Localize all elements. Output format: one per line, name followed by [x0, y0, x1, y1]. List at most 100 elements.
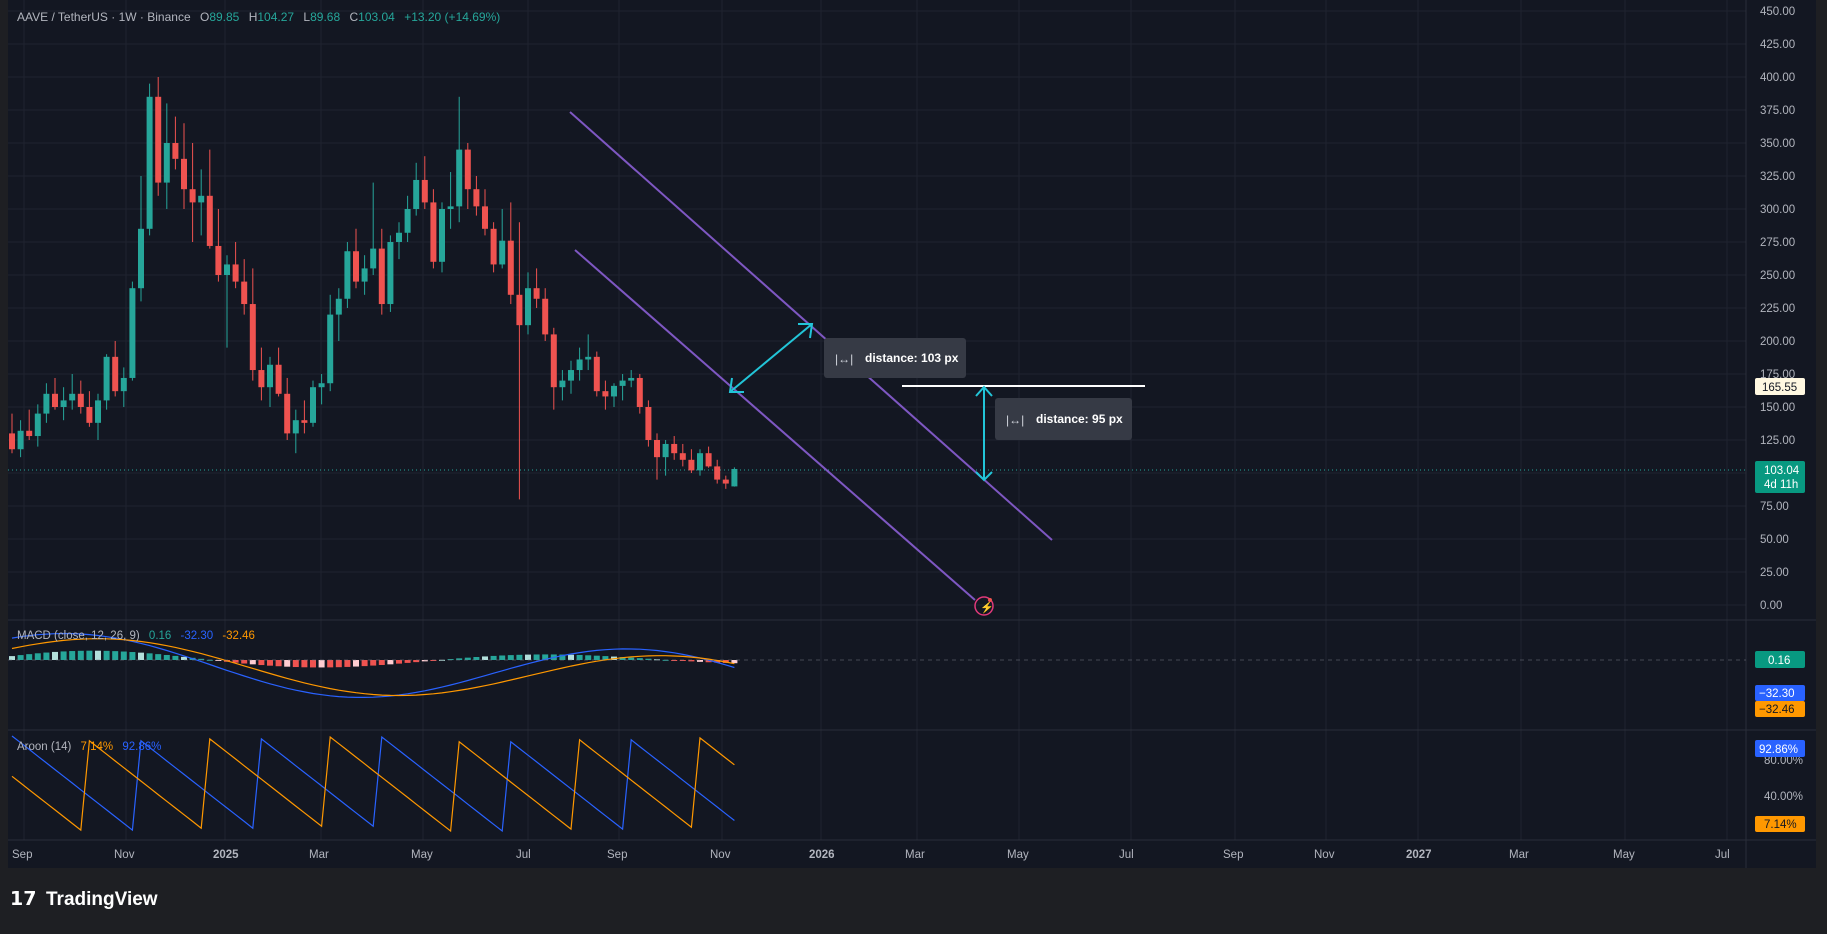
macd-bar — [335, 660, 342, 668]
macd-bar — [731, 660, 738, 664]
candle-body — [404, 209, 411, 233]
aroon-up-badge: 92.86% — [1755, 740, 1805, 757]
macd-bar — [34, 653, 41, 660]
candle-body — [60, 400, 67, 407]
time-axis[interactable]: Sep Nov 2025 Mar May Jul Sep Nov 2026 Mar May Jul Se… — [12, 849, 1730, 861]
macd-signal-badge: −32.46 — [1755, 701, 1805, 717]
candle-body — [155, 96, 162, 183]
candle-body — [206, 195, 213, 246]
measure-arrow-1[interactable] — [728, 323, 814, 393]
macd-bar — [490, 655, 497, 660]
candle-body — [361, 268, 368, 282]
macd-bar — [95, 650, 101, 660]
candle-body — [249, 304, 256, 371]
candle-body — [310, 387, 316, 423]
macd-bar — [697, 660, 703, 662]
macd-bar — [688, 660, 695, 662]
macd-bar — [396, 660, 402, 664]
aroon-tick: 80.00% — [1764, 755, 1803, 767]
ruler-icon: |↔| — [835, 352, 853, 366]
candle-body — [421, 179, 428, 203]
candle-body — [335, 298, 342, 315]
candle-body — [697, 453, 703, 471]
candle-body — [430, 202, 437, 262]
measure-arrow-2[interactable] — [975, 385, 993, 482]
macd-bar — [516, 654, 523, 660]
candle-body — [387, 242, 394, 305]
macd-bar — [456, 658, 463, 660]
macd-bar — [344, 660, 351, 667]
candle-body — [447, 206, 454, 209]
price-tick: 250.00 — [1760, 270, 1795, 282]
macd-bar — [559, 654, 566, 660]
candle-body — [490, 228, 497, 265]
macd-bar — [129, 652, 136, 660]
candle-body — [482, 206, 488, 229]
macd-bar — [9, 656, 15, 660]
symbol-title[interactable]: AAVE / TetherUS · 1W · Binance O89.85 H1… — [17, 10, 500, 24]
time-tick: Sep — [12, 849, 32, 861]
candle-body — [568, 370, 574, 381]
distance-tooltip-1: |↔| distance: 103 px — [824, 338, 966, 378]
price-tick: 275.00 — [1760, 237, 1795, 249]
tradingview-logo[interactable]: 𝟭𝟳 TradingView — [10, 889, 158, 910]
macd-bar — [499, 655, 506, 660]
price-tick: 75.00 — [1760, 501, 1789, 513]
candle-body — [456, 149, 463, 207]
macd-bar — [525, 654, 531, 660]
macd-bar — [310, 660, 316, 668]
price-tick: 425.00 — [1760, 39, 1795, 51]
macd-bar — [26, 654, 33, 660]
macd-bar — [473, 657, 480, 660]
macd-bar — [146, 653, 153, 660]
time-tick: Mar — [1509, 849, 1529, 861]
time-tick: Jul — [1715, 849, 1730, 861]
price-tick: 0.00 — [1760, 600, 1782, 612]
time-tick: May — [411, 849, 433, 861]
macd-bar — [542, 654, 549, 660]
candle-body — [120, 377, 127, 392]
distance-label-1: distance: 103 px — [865, 351, 959, 365]
event-lightning-icon[interactable]: ⚡ — [974, 596, 994, 616]
candle-body — [327, 314, 334, 384]
candle-body — [43, 393, 50, 414]
macd-bar — [258, 660, 265, 666]
time-tick: 2025 — [213, 849, 239, 861]
candle-body — [181, 158, 187, 190]
macd-legend[interactable]: MACD (close, 12, 26, 9) 0.16 -32.30 -32.… — [17, 630, 255, 642]
candle-body — [103, 356, 110, 401]
last-price-badge: 103.04 4d 11h — [1755, 461, 1805, 493]
macd-bar — [361, 660, 368, 667]
channel-lower-line[interactable] — [574, 249, 976, 601]
svg-text:⚡: ⚡ — [980, 601, 994, 614]
price-tick: 375.00 — [1760, 105, 1795, 117]
aroon-tick: 40.00% — [1764, 791, 1803, 803]
macd-bar — [593, 655, 600, 660]
candles[interactable] — [9, 77, 738, 500]
candle-body — [473, 189, 480, 207]
macd-bar — [120, 651, 127, 660]
aroon-down-badge: 7.14% — [1755, 816, 1805, 832]
price-tick: 350.00 — [1760, 138, 1795, 150]
time-tick: Mar — [309, 849, 329, 861]
candle-body — [396, 232, 402, 242]
macd-bar — [619, 657, 626, 660]
macd-bar — [86, 650, 93, 660]
time-tick: Nov — [1314, 849, 1335, 861]
macd-bar — [103, 650, 110, 660]
time-tick: Jul — [1119, 849, 1134, 861]
candle-body — [378, 248, 385, 305]
candle-body — [533, 288, 540, 299]
time-tick: Nov — [114, 849, 135, 861]
candle-body — [654, 440, 660, 458]
candle-body — [507, 240, 514, 295]
aroon-legend[interactable]: Aroon (14) 7.14% 92.86% — [17, 741, 161, 753]
macd-bar — [421, 660, 428, 662]
candle-body — [585, 356, 592, 360]
candle-body — [671, 443, 678, 454]
time-tick: Mar — [905, 849, 925, 861]
macd-bar — [241, 660, 248, 664]
target-price-badge: 165.55 — [1755, 378, 1805, 395]
